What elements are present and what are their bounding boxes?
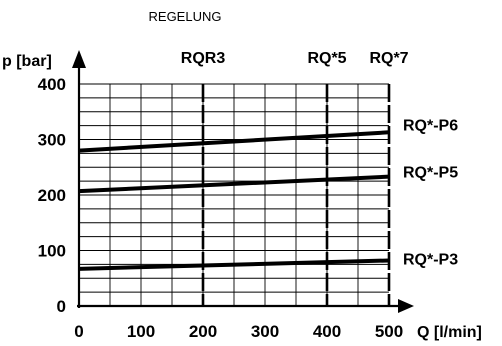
series-line: [78, 258, 390, 271]
y-tick-label: 300: [38, 131, 66, 150]
marker-label: RQ*5: [307, 50, 346, 67]
y-tick-label: 200: [38, 186, 66, 205]
x-tick-label: 400: [313, 322, 341, 341]
y-tick-label: 100: [38, 242, 66, 261]
x-tick-label: 500: [375, 322, 403, 341]
series-line: [78, 174, 390, 194]
series-line: [78, 130, 390, 153]
y-axis-label: p [bar]: [2, 53, 52, 70]
marker-label: RQ*7: [369, 50, 408, 67]
grid: [79, 83, 391, 306]
chart-title: REGELUNG: [149, 9, 222, 24]
x-axis-label: Q [l/min]: [417, 324, 482, 341]
x-tick-label: 300: [251, 322, 279, 341]
axes: [72, 50, 414, 313]
marker-labels: RQR3 RQ*5 RQ*7: [181, 50, 409, 67]
y-tick-label: 0: [57, 297, 66, 316]
y-tick-label: 400: [38, 75, 66, 94]
series-lines: RQ*-P6 RQ*-P5 RQ*-P3: [78, 117, 458, 271]
y-axis-arrow: [72, 50, 86, 68]
series-label: RQ*-P5: [403, 165, 458, 182]
marker-label: RQR3: [181, 50, 226, 67]
series-label: RQ*-P6: [403, 117, 458, 134]
x-tick-label: 200: [189, 322, 217, 341]
series-label: RQ*-P3: [403, 251, 458, 268]
x-tick-label: 0: [74, 322, 83, 341]
x-tick-label: 100: [127, 322, 155, 341]
x-axis-arrow: [398, 299, 414, 313]
tick-labels: 0 100 200 300 400 500 0 100 200 300 400: [38, 75, 404, 341]
